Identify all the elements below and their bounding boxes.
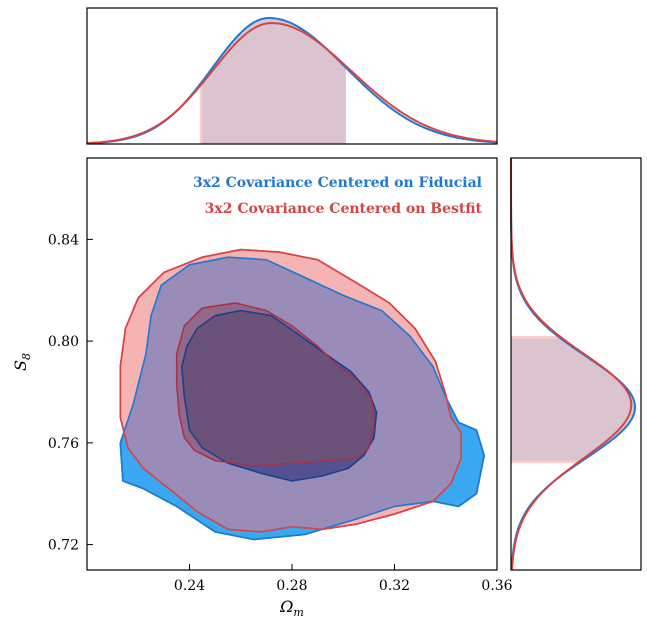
- legend-entry-bestfit: 3x2 Covariance Centered on Bestfit: [205, 201, 483, 217]
- top-band-fiducial: [202, 18, 346, 144]
- x-tick-label: 0.36: [481, 578, 512, 594]
- contour-bestfit-outer-line: [119, 248, 462, 533]
- y-axis-title-symbol: S: [11, 360, 30, 371]
- right-band-fiducial: [511, 338, 635, 461]
- legend: 3x2 Covariance Centered on Fiducial 3x2 …: [193, 175, 483, 217]
- top-curve-bestfit: [86, 22, 498, 145]
- x-axis-title: Ωm: [279, 597, 304, 619]
- y-tick-label: 0.76: [48, 436, 79, 452]
- right-marginal-panel: [510, 157, 642, 571]
- contour-overlap-inner: [181, 310, 374, 466]
- joint-axis-ticks: 0.24 0.28 0.32 0.36 0.72 0.76 0.80 0.84: [48, 232, 513, 594]
- joint-contour-plot: [119, 248, 486, 541]
- x-tick-label: 0.32: [379, 578, 410, 594]
- top-marginal-panel: [86, 7, 498, 145]
- top-marginal-frame: [86, 7, 498, 145]
- y-tick-label: 0.80: [48, 334, 79, 350]
- x-tick-label: 0.28: [276, 578, 307, 594]
- y-axis-title-subscript: 8: [20, 353, 33, 360]
- right-marginal-frame: [510, 157, 642, 571]
- contour-fiducial-inner-line: [181, 309, 378, 482]
- y-tick-label: 0.72: [48, 538, 79, 554]
- contour-bestfit-inner-line: [175, 302, 375, 467]
- x-axis-title-subscript: m: [293, 606, 303, 619]
- y-tick-label: 0.84: [48, 232, 79, 248]
- x-axis-title-symbol: Ω: [279, 597, 293, 616]
- x-tick-label: 0.24: [174, 578, 205, 594]
- top-marginal-plot: [86, 16, 498, 145]
- y-axis-title: S8: [11, 353, 33, 371]
- right-marginal-plot: [510, 158, 637, 571]
- joint-panel: 0.24 0.28 0.32 0.36 0.72 0.76 0.80 0.84 3x2 Cov…: [11, 157, 513, 619]
- legend-entry-fiducial: 3x2 Covariance Centered on Fiducial: [193, 175, 482, 191]
